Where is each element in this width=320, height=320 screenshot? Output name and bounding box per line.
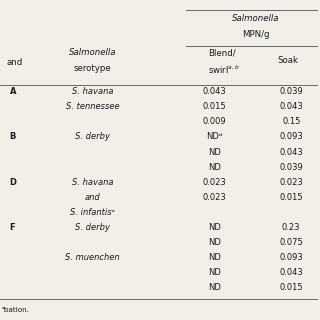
- Text: ND: ND: [208, 253, 221, 262]
- Text: 0.015: 0.015: [203, 102, 226, 111]
- Text: Salmonella: Salmonella: [69, 48, 116, 57]
- Text: ND: ND: [208, 163, 221, 172]
- Text: and: and: [6, 58, 23, 67]
- Text: 0.023: 0.023: [203, 193, 226, 202]
- Text: 0.093: 0.093: [279, 132, 303, 141]
- Text: 0.043: 0.043: [279, 102, 303, 111]
- Text: ND: ND: [208, 283, 221, 292]
- Text: 0.015: 0.015: [279, 283, 303, 292]
- Text: A: A: [10, 87, 16, 96]
- Text: 0.043: 0.043: [203, 87, 226, 96]
- Text: S. havana: S. havana: [72, 87, 114, 96]
- Text: D: D: [10, 178, 17, 187]
- Text: 0.039: 0.039: [279, 87, 303, 96]
- Text: Salmonella: Salmonella: [232, 14, 280, 23]
- Text: 0.15: 0.15: [282, 117, 300, 126]
- Text: 0.23: 0.23: [282, 223, 300, 232]
- Text: S. havana: S. havana: [72, 178, 114, 187]
- Text: 0.023: 0.023: [203, 178, 226, 187]
- Text: B: B: [10, 132, 16, 141]
- Text: ND: ND: [208, 268, 221, 277]
- Text: S. derby: S. derby: [75, 132, 110, 141]
- Text: S. muenchen: S. muenchen: [66, 253, 120, 262]
- Text: S. tennessee: S. tennessee: [66, 102, 120, 111]
- Text: 0.009: 0.009: [203, 117, 226, 126]
- Text: swirl$^{a,b}$: swirl$^{a,b}$: [208, 64, 240, 76]
- Text: Soak: Soak: [277, 56, 299, 65]
- Text: 0.043: 0.043: [279, 148, 303, 156]
- Text: 0.039: 0.039: [279, 163, 303, 172]
- Text: Blend/: Blend/: [208, 48, 236, 57]
- Text: and: and: [85, 193, 101, 202]
- Text: ND: ND: [208, 238, 221, 247]
- Text: MPN/g: MPN/g: [242, 30, 270, 39]
- Text: ND: ND: [208, 148, 221, 156]
- Text: F: F: [10, 223, 15, 232]
- Text: S. derby: S. derby: [75, 223, 110, 232]
- Text: serotype: serotype: [74, 64, 112, 73]
- Text: ND: ND: [208, 223, 221, 232]
- Text: NDᵈ: NDᵈ: [206, 132, 222, 141]
- Text: ᵃbation.: ᵃbation.: [2, 307, 29, 313]
- Text: 0.093: 0.093: [279, 253, 303, 262]
- Text: 0.023: 0.023: [279, 178, 303, 187]
- Text: 0.015: 0.015: [279, 193, 303, 202]
- Text: 0.043: 0.043: [279, 268, 303, 277]
- Text: S. infantisᵉ: S. infantisᵉ: [70, 208, 116, 217]
- Text: 0.075: 0.075: [279, 238, 303, 247]
